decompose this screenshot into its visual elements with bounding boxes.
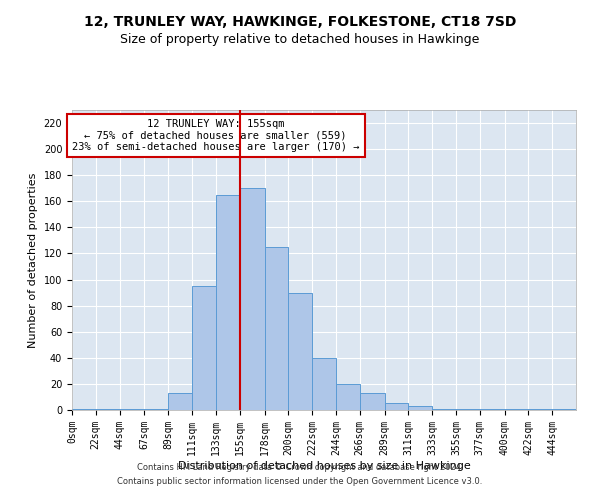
Bar <box>192 286 216 410</box>
Bar <box>312 358 336 410</box>
Bar <box>552 408 576 410</box>
X-axis label: Distribution of detached houses by size in Hawkinge: Distribution of detached houses by size … <box>178 460 470 470</box>
Bar <box>480 408 505 410</box>
Bar <box>336 384 359 410</box>
Bar <box>529 408 552 410</box>
Bar <box>265 247 289 410</box>
Text: Size of property relative to detached houses in Hawkinge: Size of property relative to detached ho… <box>121 32 479 46</box>
Text: 12, TRUNLEY WAY, HAWKINGE, FOLKESTONE, CT18 7SD: 12, TRUNLEY WAY, HAWKINGE, FOLKESTONE, C… <box>84 15 516 29</box>
Bar <box>145 408 168 410</box>
Bar <box>119 408 145 410</box>
Bar <box>168 393 192 410</box>
Bar <box>239 188 265 410</box>
Bar <box>409 406 432 410</box>
Text: Contains HM Land Registry data © Crown copyright and database right 2024.: Contains HM Land Registry data © Crown c… <box>137 464 463 472</box>
Bar <box>359 393 385 410</box>
Bar <box>432 408 456 410</box>
Bar <box>216 195 239 410</box>
Bar <box>72 408 96 410</box>
Text: 12 TRUNLEY WAY: 155sqm
← 75% of detached houses are smaller (559)
23% of semi-de: 12 TRUNLEY WAY: 155sqm ← 75% of detached… <box>72 119 359 152</box>
Bar <box>385 404 409 410</box>
Y-axis label: Number of detached properties: Number of detached properties <box>28 172 38 348</box>
Text: Contains public sector information licensed under the Open Government Licence v3: Contains public sector information licen… <box>118 477 482 486</box>
Bar <box>289 292 312 410</box>
Bar <box>456 408 480 410</box>
Bar <box>96 408 119 410</box>
Bar <box>505 408 529 410</box>
